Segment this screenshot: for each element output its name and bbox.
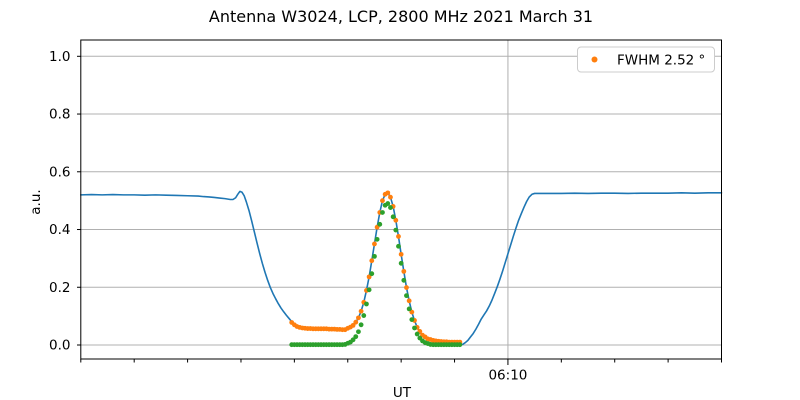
y-tick-label: 0.0	[49, 338, 70, 354]
y-tick-label: 0.6	[49, 164, 70, 180]
legend-box	[577, 46, 715, 73]
gaussian-fit-with-background-dot	[393, 217, 399, 223]
background-subtracted-fit-dot	[390, 214, 396, 220]
gaussian-fit-with-background-dot	[385, 190, 391, 196]
gaussian-fit-with-background-dot	[404, 285, 409, 290]
gaussian-fit-with-background-dot	[350, 322, 356, 328]
background-subtracted-fit-dot	[353, 334, 359, 340]
grid-layer	[80, 40, 722, 359]
axes-layer	[77, 39, 723, 365]
x-axis-label: UT	[393, 385, 412, 400]
gaussian-fit-with-background-dot	[409, 309, 415, 315]
gaussian-fit-with-background-dot	[366, 274, 372, 280]
plot-frame	[80, 39, 723, 360]
background-subtracted-fit-dot	[364, 301, 369, 307]
background-subtracted-fit-dot	[388, 205, 393, 210]
background-subtracted-fit-dot	[401, 277, 407, 283]
gaussian-fit-with-background-dot	[358, 308, 364, 314]
background-subtracted-fit-dot	[350, 337, 356, 343]
legend: FWHM 2.52 °	[577, 46, 715, 73]
background-subtracted-fit-dot	[356, 329, 361, 335]
gaussian-fit-with-background-dots	[289, 190, 463, 345]
background-subtracted-fit-dot	[366, 287, 372, 293]
series-layer	[80, 190, 723, 348]
background-subtracted-fit-dots	[289, 201, 463, 348]
y-tick-label: 0.8	[49, 107, 70, 123]
gaussian-fit-with-background-dot	[396, 234, 401, 239]
legend-label: FWHM 2.52 °	[617, 53, 705, 69]
background-subtracted-fit-dot	[385, 201, 391, 206]
background-subtracted-fit-dot	[374, 236, 380, 242]
y-tick-label: 1.0	[49, 49, 70, 65]
gaussian-fit-with-background-dot	[388, 194, 393, 200]
chart-title: Antenna W3024, LCP, 2800 MHz 2021 March …	[209, 7, 593, 26]
x-tick-label: 06:10	[488, 368, 527, 384]
gaussian-fit-with-background-dot	[353, 319, 359, 325]
tick-labels-layer: 0.0 0.2 0.4 0.6 0.8 1.0 06:10	[49, 49, 527, 384]
gaussian-fit-with-background-dot	[369, 258, 375, 264]
background-subtracted-fit-dot	[393, 227, 399, 233]
gaussian-fit-with-background-dot	[406, 298, 412, 304]
background-subtracted-fit-dot	[372, 253, 377, 259]
gaussian-fit-with-background-dot	[398, 251, 404, 257]
background-subtracted-fit-dot	[414, 331, 420, 337]
background-subtracted-fit-dot	[406, 306, 412, 312]
gaussian-fit-with-background-dot	[401, 268, 407, 274]
gaussian-fit-with-background-dot	[372, 241, 377, 247]
background-subtracted-fit-dot	[404, 293, 409, 299]
y-tick-label: 0.4	[49, 222, 70, 238]
y-axis-label: a.u.	[28, 189, 44, 214]
background-subtracted-fit-dot	[369, 271, 375, 277]
gaussian-fit-with-background-dot	[356, 315, 361, 321]
background-subtracted-fit-dot	[457, 342, 463, 348]
background-subtracted-fit-dot	[409, 317, 415, 322]
background-subtracted-fit-dot	[412, 325, 417, 331]
gaussian-fit-with-background-dot	[380, 198, 385, 204]
background-subtracted-fit-dot	[361, 313, 367, 318]
raw-signal-line	[80, 190, 723, 346]
legend-marker-dot-icon	[591, 56, 598, 63]
background-subtracted-fit-dot	[396, 243, 401, 249]
background-subtracted-fit-dot	[380, 210, 385, 215]
y-tick-label: 0.2	[49, 280, 70, 296]
background-subtracted-fit-dot	[377, 221, 383, 227]
background-subtracted-fit-dot	[358, 322, 364, 328]
background-subtracted-fit-dot	[398, 260, 404, 266]
